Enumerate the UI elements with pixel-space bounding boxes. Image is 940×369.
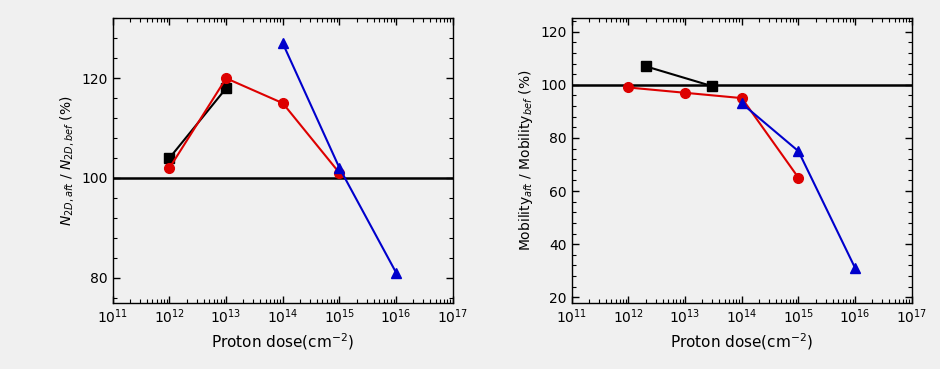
- X-axis label: Proton dose(cm$^{-2}$): Proton dose(cm$^{-2}$): [670, 332, 813, 352]
- X-axis label: Proton dose(cm$^{-2}$): Proton dose(cm$^{-2}$): [212, 332, 354, 352]
- Y-axis label: $\it{N}$$_{2D,aft}$ / $\it{N}$$_{2D,bef}$ (%): $\it{N}$$_{2D,aft}$ / $\it{N}$$_{2D,bef}…: [58, 95, 76, 226]
- Y-axis label: Mobility$_{aft}$ / Mobility$_{bef}$ (%): Mobility$_{aft}$ / Mobility$_{bef}$ (%): [517, 70, 535, 251]
